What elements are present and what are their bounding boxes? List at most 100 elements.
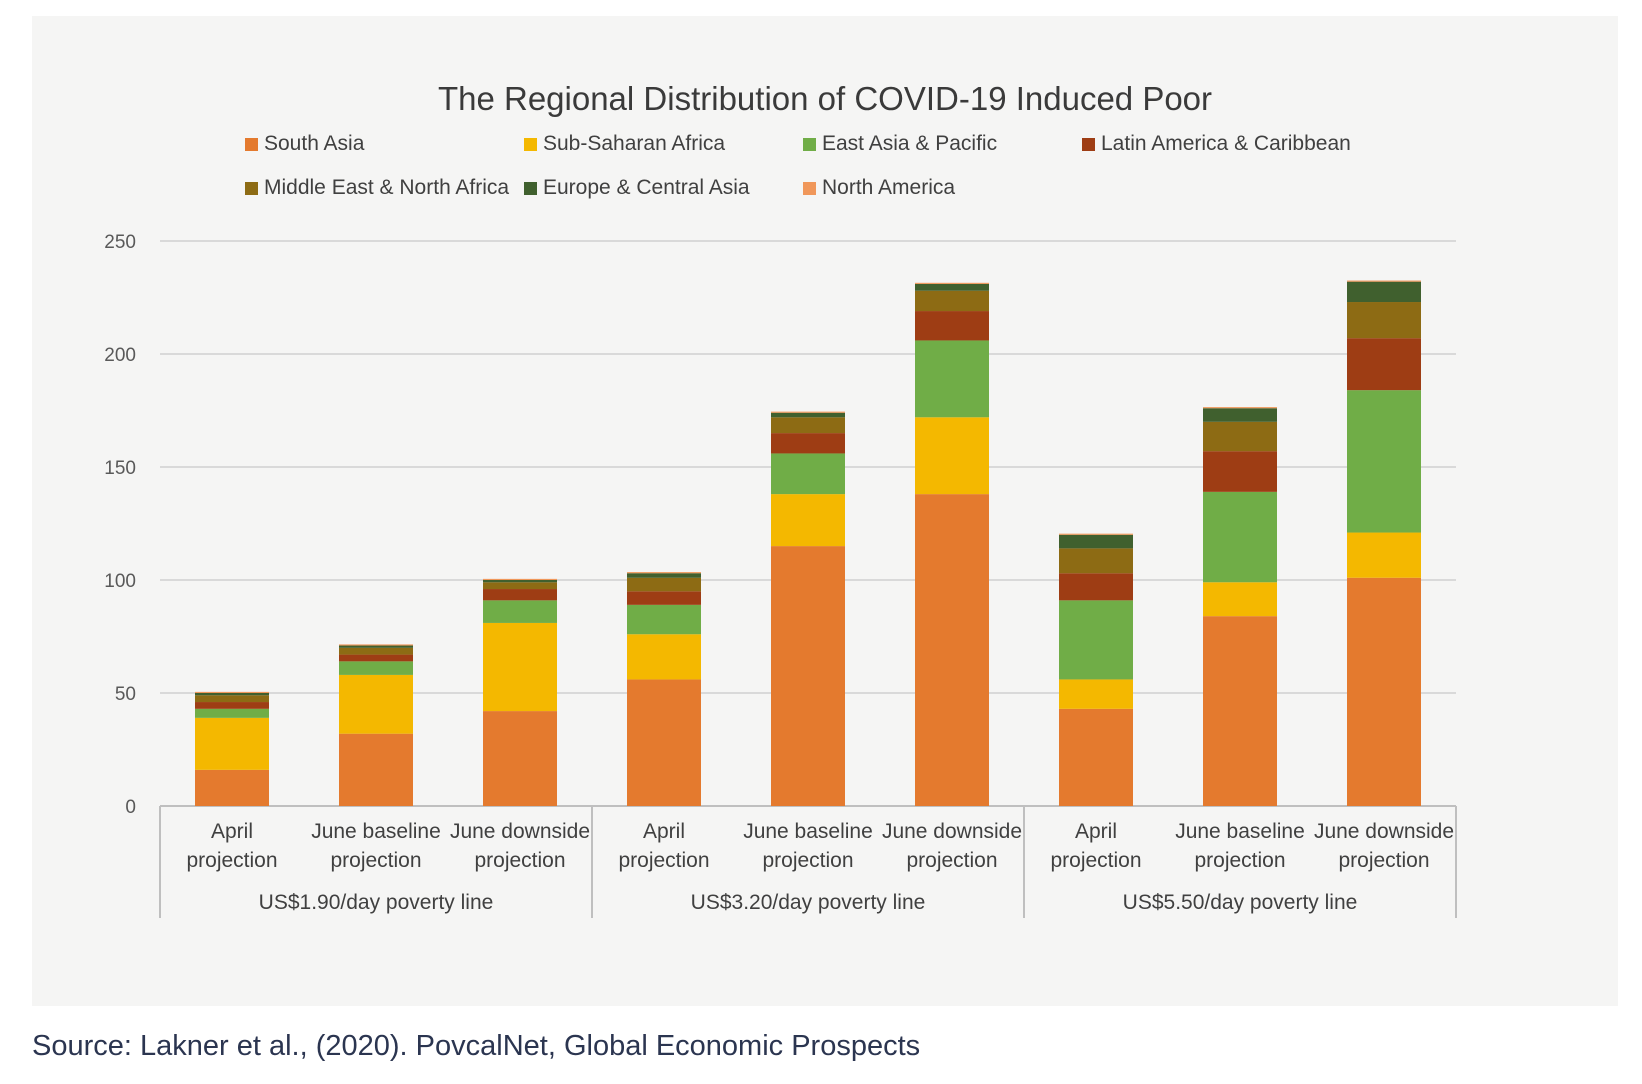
legend-item: North America [803, 176, 955, 200]
bar-segment [483, 578, 557, 580]
bar-segment [1203, 408, 1277, 422]
bar-segment [915, 282, 989, 284]
bar-segment [627, 573, 701, 578]
x-category-label: June baseline [311, 820, 441, 843]
x-group-label: US$5.50/day poverty line [1123, 891, 1358, 914]
bar-segment [339, 674, 413, 734]
legend-item: Latin America & Caribbean [1082, 132, 1351, 156]
bar-segment [1059, 533, 1133, 535]
x-category-label: June downside [1314, 820, 1454, 843]
bar-segment [771, 417, 845, 434]
bar-segment [1347, 577, 1421, 806]
bar-segment [771, 433, 845, 454]
bar-segment [195, 691, 269, 693]
y-tick-label: 0 [125, 797, 136, 818]
legend-swatch [1082, 137, 1095, 151]
legend-item: Middle East & North Africa [245, 176, 509, 200]
legend-swatch [803, 137, 816, 151]
source-note: Source: Lakner et al., (2020). PovcalNet… [32, 1030, 921, 1062]
legend-swatch [245, 137, 258, 151]
bar-segment [1203, 407, 1277, 409]
legend-label: Sub-Saharan Africa [543, 132, 726, 155]
x-category-label: June downside [882, 820, 1022, 843]
x-category-label: June baseline [1175, 820, 1305, 843]
legend-swatch [524, 181, 537, 195]
x-category-label: projection [330, 849, 421, 872]
bar-segment [915, 340, 989, 418]
bar-segment [627, 634, 701, 680]
bar-segment [195, 702, 269, 709]
y-tick-label: 50 [115, 684, 136, 705]
x-category-label: June downside [450, 820, 590, 843]
bar-segment [339, 661, 413, 675]
y-tick-label: 100 [104, 571, 136, 592]
legend-label: North America [822, 176, 956, 199]
x-group-label: US$1.90/day poverty line [259, 891, 494, 914]
legend-swatch [524, 137, 537, 151]
bar-segment [627, 577, 701, 592]
x-category-label: projection [1194, 849, 1285, 872]
bar-segment [627, 591, 701, 605]
bar-segment [1347, 281, 1421, 303]
legend-item: East Asia & Pacific [803, 132, 997, 156]
stacked-bar-chart: 0 50 100 150 200 250 April projection June basel… [104, 232, 1457, 918]
bar-segment [195, 717, 269, 770]
bar-segment [339, 645, 413, 648]
x-category-label: projection [1050, 849, 1141, 872]
bar-segment [195, 695, 269, 703]
legend-item: Sub-Saharan Africa [524, 132, 725, 156]
x-category-label: projection [618, 849, 709, 872]
x-category-label: projection [1338, 849, 1429, 872]
bar-segment [195, 693, 269, 696]
bar-segment [1203, 616, 1277, 806]
legend-item: South Asia [245, 132, 364, 156]
bar-segment [771, 494, 845, 547]
bar-segment [915, 283, 989, 291]
legend-label: South Asia [264, 132, 365, 155]
bar-segment [483, 622, 557, 712]
x-category-label: projection [762, 849, 853, 872]
legend-label: East Asia & Pacific [822, 132, 998, 155]
bar-segment [195, 769, 269, 806]
bar-segment [915, 290, 989, 312]
y-tick-label: 200 [104, 345, 136, 366]
legend-label: Latin America & Caribbean [1101, 132, 1351, 155]
bar-segment [339, 733, 413, 806]
bar-segment [1347, 390, 1421, 533]
x-category-label: projection [186, 849, 277, 872]
bar-segment [1347, 532, 1421, 578]
bar-segment [483, 580, 557, 583]
bar-segment [627, 604, 701, 635]
bar-segment [915, 311, 989, 341]
bar-segment [1203, 491, 1277, 583]
chart-title: The Regional Distribution of COVID-19 In… [437, 80, 1213, 117]
bar-segment [339, 654, 413, 662]
bar-segment [1059, 600, 1133, 680]
bar-segment [1347, 338, 1421, 391]
bar-segment [195, 708, 269, 718]
y-tick-label: 150 [104, 458, 136, 479]
x-category-label: April [643, 820, 685, 843]
legend-swatch [245, 181, 258, 195]
bar-segment [483, 582, 557, 590]
x-category-label: April [211, 820, 253, 843]
bar-segment [1059, 679, 1133, 709]
chart-panel: 0 50 100 150 200 250 April projection June basel… [32, 16, 1618, 1006]
legend-label: Europe & Central Asia [543, 176, 750, 199]
bar-segment [1059, 548, 1133, 574]
bar-segment [1059, 708, 1133, 806]
legend-swatch [803, 181, 816, 195]
legend-item: Europe & Central Asia [524, 176, 750, 200]
bar-segment [483, 589, 557, 601]
legend-label: Middle East & North Africa [264, 176, 510, 199]
bar-segment [627, 572, 701, 574]
bar-segment [915, 494, 989, 806]
x-category-label: projection [474, 849, 565, 872]
bar-segment [1347, 302, 1421, 339]
bar-segment [915, 417, 989, 495]
x-category-label: projection [906, 849, 997, 872]
x-category-label: April [1075, 820, 1117, 843]
y-tick-label: 250 [104, 232, 136, 253]
bar-segment [1059, 573, 1133, 601]
bar-segment [771, 453, 845, 495]
